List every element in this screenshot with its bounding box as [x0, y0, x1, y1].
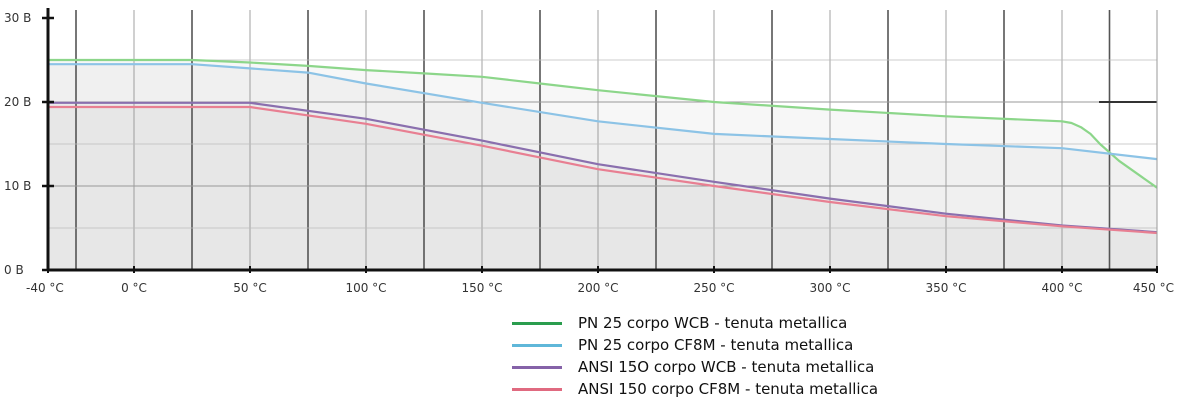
series-line [48, 63, 1158, 161]
chart-legend: PN 25 corpo WCB - tenuta metallica PN 25… [512, 312, 878, 400]
series-area [48, 107, 1157, 270]
legend-label: ANSI 15O corpo WCB - tenuta metallica [578, 358, 875, 376]
series-area [48, 64, 1157, 270]
legend-item[interactable]: ANSI 150 corpo CF8M - tenuta metallica [512, 378, 878, 400]
x-tick-label: 200 °C [577, 281, 618, 295]
legend-label: PN 25 corpo CF8M - tenuta metallica [578, 336, 854, 354]
legend-label: PN 25 corpo WCB - tenuta metallica [578, 314, 848, 332]
x-tick-label: 350 °C [925, 281, 966, 295]
series-line [48, 105, 1158, 235]
x-tick-label: 50 °C [233, 281, 266, 295]
x-tick-label: 400 °C [1041, 281, 1082, 295]
y-tick-label: 20 B [4, 95, 31, 109]
series-line [48, 58, 1158, 189]
x-tick-label: 300 °C [809, 281, 850, 295]
legend-swatch [512, 387, 562, 391]
y-tick-label: 30 B [4, 11, 31, 25]
legend-item[interactable]: PN 25 corpo CF8M - tenuta metallica [512, 334, 878, 356]
series-line [48, 101, 1158, 234]
legend-swatch [512, 343, 562, 347]
y-tick-label: 10 B [4, 179, 31, 193]
legend-label: ANSI 150 corpo CF8M - tenuta metallica [578, 380, 879, 398]
x-tick-label: 150 °C [461, 281, 502, 295]
y-tick-label: 0 B [4, 263, 24, 277]
legend-swatch [512, 321, 562, 325]
x-tick-label: 450 °C [1133, 281, 1174, 295]
x-tick-label: 250 °C [693, 281, 734, 295]
x-tick-label: 0 °C [121, 281, 147, 295]
legend-item[interactable]: PN 25 corpo WCB - tenuta metallica [512, 312, 878, 334]
x-tick-label: -40 °C [26, 281, 64, 295]
legend-swatch [512, 365, 562, 369]
x-tick-label: 100 °C [345, 281, 386, 295]
legend-item[interactable]: ANSI 15O corpo WCB - tenuta metallica [512, 356, 878, 378]
